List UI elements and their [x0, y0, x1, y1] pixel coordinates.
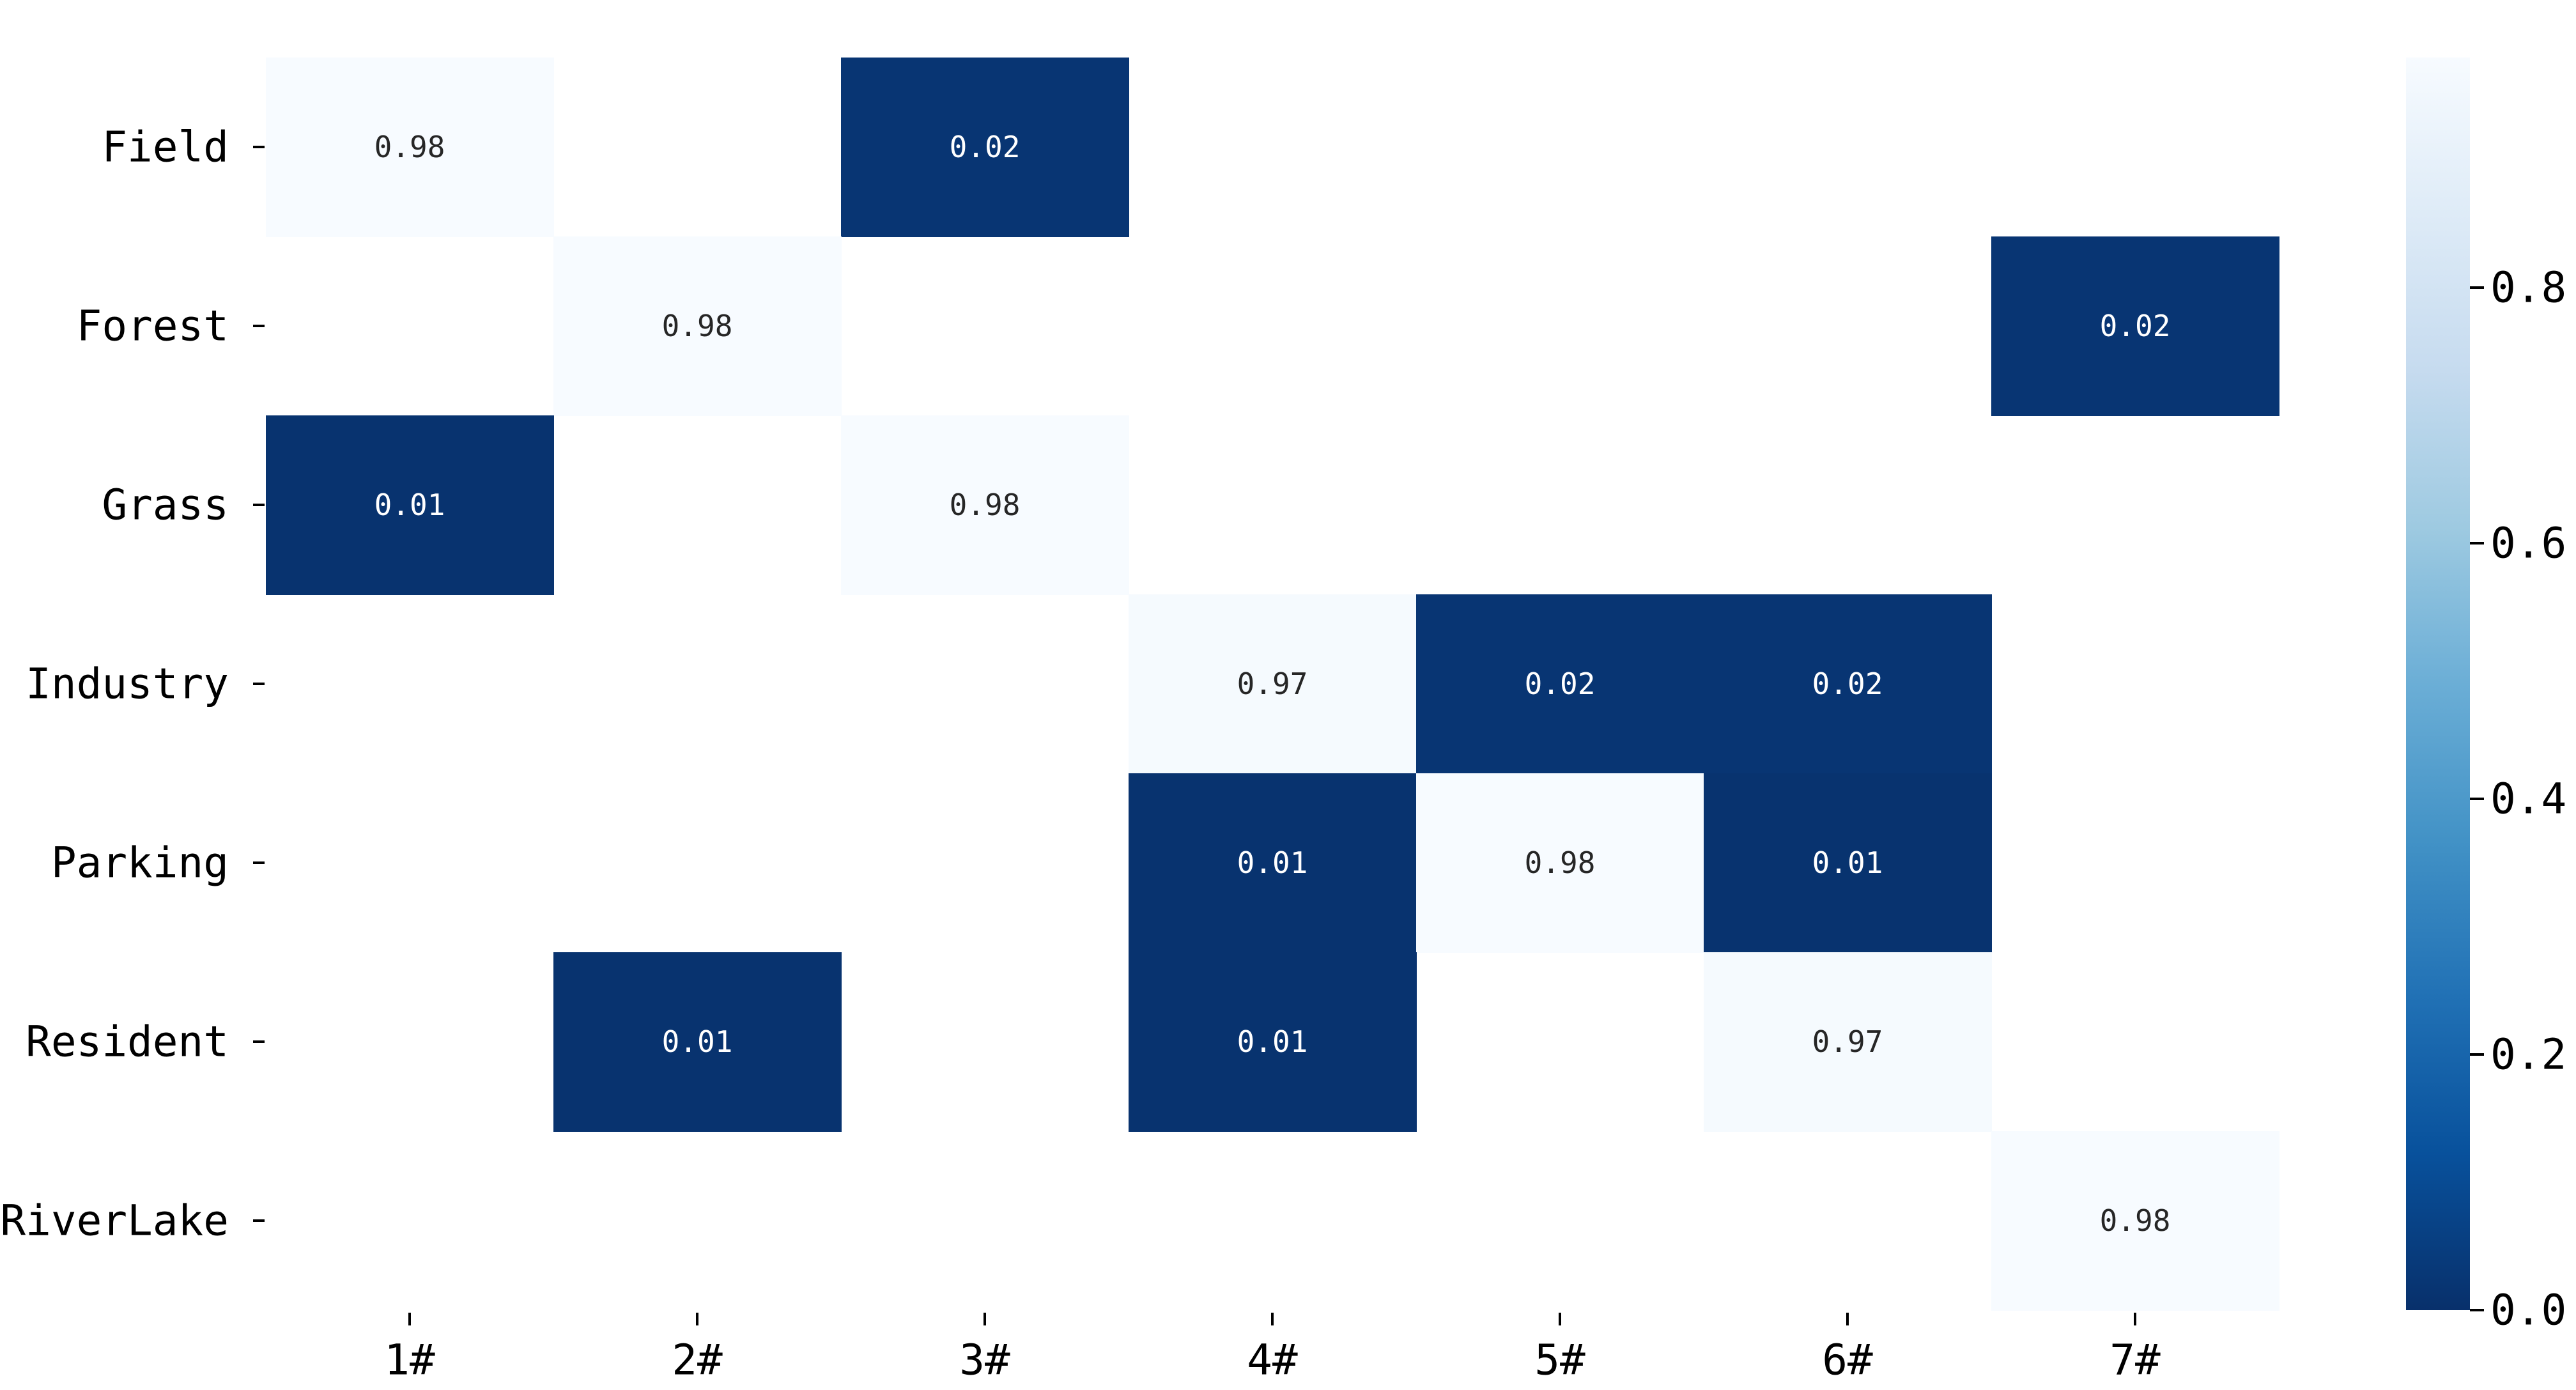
- cell-value-label: 0.01: [1237, 1024, 1308, 1059]
- heatmap-cells: 0.98 0.02 0.98 0.02 0.01 0.98 0.97 0.02 0.02 0.01…: [266, 58, 2279, 1311]
- heatmap-cell: [1704, 773, 1992, 953]
- column-label: 2#: [672, 1336, 723, 1385]
- cell-value-label: 0.01: [1237, 846, 1308, 880]
- row-label: RiverLake: [0, 1196, 229, 1246]
- heatmap-cell: [1129, 594, 1417, 774]
- heatmap-cell: [553, 236, 842, 416]
- cell-value-label: 0.97: [1237, 667, 1308, 701]
- heatmap-cell: [1704, 594, 1992, 774]
- column-label: 6#: [1822, 1336, 1873, 1385]
- column-label: 3#: [959, 1336, 1010, 1385]
- heatmap-cell: [553, 952, 842, 1132]
- row-label: Industry: [26, 660, 229, 709]
- column-label: 4#: [1247, 1336, 1298, 1385]
- colorbar-tick-label: 0.0: [2490, 1286, 2566, 1335]
- heatmap-cell: [1704, 952, 1992, 1132]
- column-labels: 1# 2# 3# 4# 5# 6# 7#: [384, 1313, 2161, 1385]
- cell-value-label: 0.02: [950, 130, 1021, 164]
- colorbar-tick-label: 0.4: [2490, 775, 2566, 824]
- cell-value-label: 0.01: [1812, 846, 1883, 880]
- colorbar: 0.0 0.2 0.4 0.6 0.8: [2406, 58, 2566, 1335]
- heatmap-cell: [841, 415, 1129, 595]
- column-label: 1#: [384, 1336, 435, 1385]
- heatmap-cell: [1991, 1131, 2279, 1311]
- heatmap-cell: [1991, 236, 2279, 416]
- cell-value-label: 0.98: [662, 309, 733, 343]
- row-label: Resident: [26, 1017, 229, 1067]
- cell-value-label: 0.01: [374, 488, 445, 522]
- cell-value-label: 0.98: [374, 130, 445, 164]
- row-label: Parking: [51, 838, 229, 888]
- cell-value-label: 0.98: [950, 488, 1021, 522]
- row-label: Grass: [102, 481, 229, 530]
- colorbar-gradient: [2406, 58, 2470, 1310]
- cell-value-label: 0.01: [662, 1024, 733, 1059]
- heatmap-cell: [1416, 773, 1704, 953]
- heatmap-cell: [266, 415, 554, 595]
- column-label: 5#: [1534, 1336, 1585, 1385]
- colorbar-tick-label: 0.2: [2490, 1030, 2566, 1079]
- row-labels: Field Forest Grass Industry Parking Resident R…: [0, 123, 265, 1246]
- row-label: Field: [102, 123, 229, 172]
- column-label: 7#: [2109, 1336, 2161, 1385]
- cell-value-label: 0.02: [1812, 667, 1883, 701]
- cell-value-label: 0.02: [2100, 309, 2171, 343]
- cell-value-label: 0.98: [2100, 1203, 2171, 1238]
- colorbar-tick-label: 0.6: [2490, 519, 2566, 568]
- heatmap-cell: [841, 58, 1129, 237]
- cell-value-label: 0.97: [1812, 1024, 1883, 1059]
- heatmap-cell: [266, 58, 554, 237]
- colorbar-tick-label: 0.8: [2490, 263, 2566, 313]
- cell-value-label: 0.02: [1525, 667, 1596, 701]
- heatmap-cell: [1416, 594, 1704, 774]
- cell-value-label: 0.98: [1525, 846, 1596, 880]
- heatmap-cell: [1129, 773, 1417, 953]
- heatmap-cell: [1129, 952, 1417, 1132]
- row-label: Forest: [77, 302, 229, 351]
